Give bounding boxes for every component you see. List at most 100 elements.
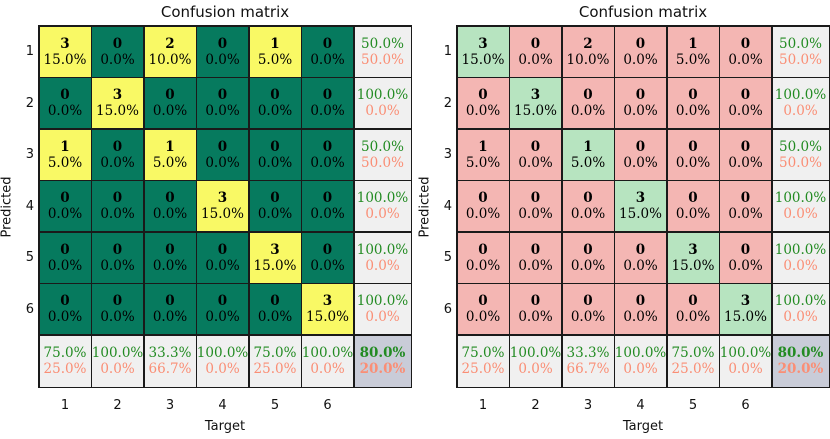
cell-count: 0 [112,138,123,155]
matrix-cell-r3c1: 1 5.0% [39,129,91,180]
x-tick-label: 2 [113,398,122,413]
cell-count: 0 [530,138,541,155]
cell-count: 0 [217,293,228,309]
row-incorrect-percent: 50.0% [361,154,404,171]
cell-count: 0 [112,241,123,258]
col-summary-c1: 75.0% 25.0% [39,335,91,387]
row-incorrect-percent: 50.0% [361,51,404,68]
row-summary-r2: 100.0% 0.0% [772,78,829,128]
x-tick-label: 2 [531,398,540,413]
cell-percent: 0.0% [728,103,763,119]
cell-count: 0 [530,241,541,258]
row-summary-r3: 50.0% 50.0% [354,129,411,180]
matrix-cell-r3c6: 0 0.0% [720,129,771,180]
cell-count: 0 [217,35,228,52]
cell-count: 0 [478,241,488,258]
matrix-cell-r2c3: 0 0.0% [562,78,614,128]
row-incorrect-percent: 0.0% [783,257,818,274]
cell-percent: 15.0% [96,103,139,119]
cell-count: 1 [270,35,280,52]
row-correct-percent: 100.0% [774,241,827,258]
cell-count: 0 [165,190,175,206]
x-tick-label: 5 [688,398,698,413]
cell-count: 3 [530,87,541,103]
matrix-cell-r2c2: 3 15.0% [92,78,143,128]
cell-percent: 0.0% [728,51,763,68]
matrix-cell-r2c6: 0 0.0% [302,78,353,128]
col-correct-percent: 75.0% [671,345,715,361]
row-summary-r5: 100.0% 0.0% [772,232,829,283]
row-summary-r3: 50.0% 50.0% [772,129,829,180]
cell-percent: 0.0% [518,206,553,222]
matrix-cell-r2c5: 0 0.0% [667,78,719,128]
cell-percent: 15.0% [306,309,349,325]
cell-count: 0 [270,293,280,309]
cell-count: 0 [322,35,333,52]
matrix-cell-r5c6: 0 0.0% [302,232,353,283]
cell-count: 3 [688,241,698,258]
cell-percent: 0.0% [623,103,658,119]
cell-percent: 0.0% [100,206,135,222]
matrix-cell-r5c2: 0 0.0% [510,232,561,283]
row-incorrect-percent: 0.0% [365,103,400,119]
cell-percent: 5.0% [47,154,83,171]
matrix-cell-r6c2: 0 0.0% [510,284,561,334]
cell-percent: 15.0% [43,51,87,68]
cell-percent: 0.0% [570,257,606,274]
cell-count: 3 [270,241,280,258]
matrix-cell-r3c4: 0 0.0% [615,129,666,180]
cell-percent: 0.0% [205,309,240,325]
matrix-cell-r3c1: 1 5.0% [457,129,509,180]
cell-count: 0 [635,293,646,309]
cell-count: 0 [530,190,541,206]
cell-count: 0 [270,138,280,155]
matrix-cell-r5c2: 0 0.0% [92,232,143,283]
matrix-cell-r1c3: 2 10.0% [562,26,614,77]
cell-count: 0 [270,190,280,206]
matrix-cell-r3c3: 1 5.0% [144,129,196,180]
y-tick-label: 1 [25,44,34,59]
matrix-cell-r5c1: 0 0.0% [39,232,91,283]
x-tick-label: 3 [583,398,593,413]
row-summary-r4: 100.0% 0.0% [772,181,829,231]
row-incorrect-percent: 0.0% [783,206,818,222]
x-axis-label: Target [622,419,664,434]
matrix-cell-r2c4: 0 0.0% [615,78,666,128]
cell-count: 0 [635,241,646,258]
matrix-cell-r4c3: 0 0.0% [562,181,614,231]
row-summary-r1: 50.0% 50.0% [772,26,829,77]
cell-percent: 15.0% [514,103,557,119]
cell-percent: 0.0% [205,154,240,171]
col-correct-percent: 75.0% [253,345,297,361]
cell-count: 1 [583,138,593,155]
cell-count: 0 [322,190,333,206]
matrix-cell-r4c5: 0 0.0% [249,181,301,231]
col-summary-c3: 33.3% 66.7% [144,335,196,387]
col-summary-c6: 100.0% 0.0% [302,335,353,387]
cell-count: 0 [270,87,280,103]
cell-count: 0 [217,87,228,103]
cell-count: 0 [688,293,698,309]
y-tick-label: 5 [25,250,34,265]
cell-percent: 0.0% [728,206,763,222]
cell-count: 0 [583,293,593,309]
x-tick-label: 4 [636,398,645,413]
col-summary-c5: 75.0% 25.0% [249,335,301,387]
cell-count: 0 [60,241,70,258]
matrix-cell-r2c5: 0 0.0% [249,78,301,128]
matrix-cell-r5c5: 3 15.0% [249,232,301,283]
matrix-cell-r5c3: 0 0.0% [144,232,196,283]
matrix-cell-r6c1: 0 0.0% [457,284,509,334]
row-incorrect-percent: 0.0% [783,103,818,119]
cell-count: 0 [583,241,593,258]
y-tick-label: 5 [443,250,452,265]
col-incorrect-percent: 0.0% [518,361,553,377]
row-summary-r2: 100.0% 0.0% [354,78,411,128]
overall-correct-percent: 80.0% [777,345,824,361]
confusion-matrix-grid: 3 15.0% 0 0.0% 2 10.0% 0 0.0% 1 5.0% 0 0.0% 50.0% 50.… [456,25,830,388]
cell-percent: 0.0% [310,103,345,119]
matrix-cell-r2c2: 3 15.0% [510,78,561,128]
row-incorrect-percent: 0.0% [365,309,400,325]
cell-percent: 0.0% [623,257,658,274]
col-correct-percent: 100.0% [614,345,667,361]
